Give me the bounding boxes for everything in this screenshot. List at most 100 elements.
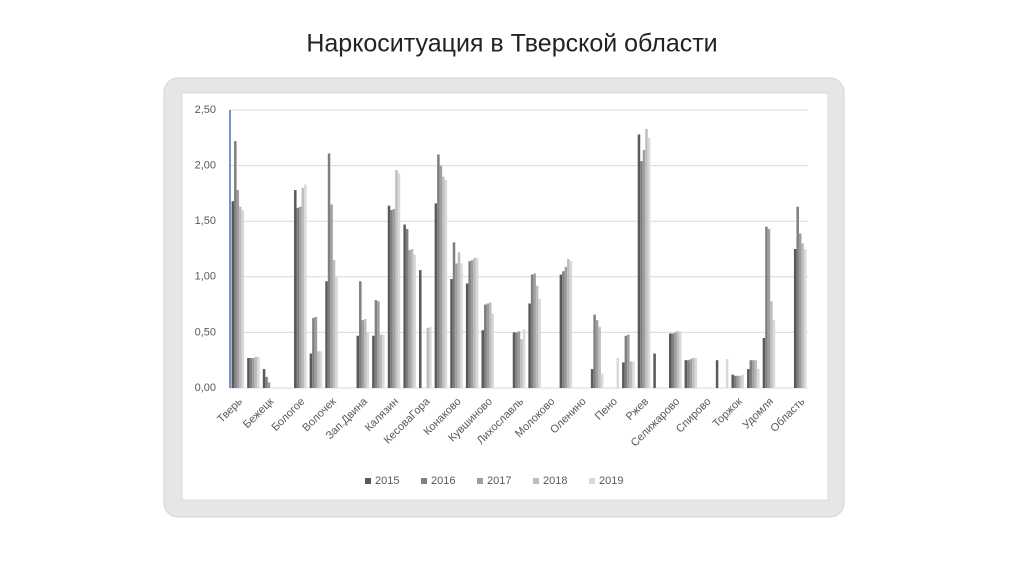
bar — [562, 271, 565, 388]
legend-swatch — [477, 478, 483, 484]
bar — [444, 180, 448, 388]
bar — [319, 351, 323, 388]
bar — [317, 351, 320, 388]
bar — [512, 332, 516, 388]
bar — [372, 335, 375, 388]
bar — [491, 313, 495, 388]
bar — [567, 259, 570, 388]
bar — [429, 326, 432, 388]
bar — [622, 362, 625, 388]
bar — [231, 201, 235, 388]
bar — [803, 249, 807, 388]
bar — [668, 333, 672, 388]
bar — [796, 206, 799, 388]
bar — [366, 332, 370, 388]
bar — [390, 210, 393, 388]
bar — [645, 128, 648, 389]
y-tick-label: 1,00 — [195, 271, 216, 283]
bar — [676, 331, 679, 388]
bar — [254, 356, 258, 388]
bar — [489, 302, 492, 388]
bar — [673, 332, 677, 388]
bar — [330, 204, 333, 388]
bar — [747, 369, 750, 388]
bar — [593, 314, 596, 388]
bar — [754, 360, 758, 388]
bar — [793, 249, 797, 388]
bar — [419, 270, 422, 388]
bar — [767, 228, 771, 388]
bar — [257, 356, 260, 388]
bar — [452, 242, 456, 388]
bar — [397, 173, 401, 388]
bar — [689, 359, 693, 388]
bar — [637, 134, 641, 388]
bar — [738, 375, 742, 388]
legend-swatch — [533, 478, 539, 484]
bar — [299, 206, 302, 388]
bar — [569, 261, 573, 388]
bar — [301, 187, 305, 388]
bar — [265, 376, 268, 388]
bar — [457, 252, 461, 388]
bar — [694, 357, 698, 388]
bar — [770, 301, 773, 388]
bar — [757, 369, 760, 388]
bar — [772, 320, 776, 388]
bar — [296, 207, 300, 388]
bar — [629, 361, 633, 388]
legend-label: 2018 — [543, 475, 567, 487]
bar — [520, 339, 523, 388]
bar — [359, 281, 362, 388]
bar — [426, 327, 430, 388]
y-tick-label: 0,00 — [195, 382, 216, 394]
bar — [325, 281, 328, 388]
bar — [653, 353, 656, 388]
bar — [692, 357, 695, 388]
bar — [314, 316, 318, 388]
bar — [470, 260, 474, 388]
bar — [267, 382, 271, 388]
bar — [309, 353, 313, 388]
bar — [528, 303, 531, 388]
y-tick-label: 2,00 — [195, 160, 216, 172]
bar — [327, 153, 331, 388]
bar — [434, 203, 438, 388]
bar — [475, 257, 479, 388]
bar — [377, 301, 380, 388]
bar — [595, 320, 599, 388]
bar — [473, 257, 476, 388]
bar — [736, 375, 739, 388]
bar — [559, 274, 563, 388]
bar — [684, 360, 688, 388]
bar — [405, 228, 409, 388]
bar — [765, 226, 768, 388]
bar — [234, 141, 237, 388]
bar — [468, 261, 471, 388]
bar — [600, 373, 604, 388]
legend-swatch — [365, 478, 371, 484]
y-tick-label: 2,50 — [195, 104, 216, 116]
bar — [247, 357, 250, 388]
bar — [642, 150, 646, 388]
bar — [465, 283, 469, 388]
bar — [798, 233, 802, 388]
bar — [442, 176, 445, 388]
bar — [413, 254, 416, 388]
bar — [236, 190, 240, 388]
bar — [408, 250, 411, 388]
bar — [437, 154, 440, 388]
bar — [294, 190, 297, 388]
bar — [252, 357, 255, 388]
bar — [535, 285, 539, 388]
bar — [627, 334, 630, 388]
bar — [741, 374, 744, 388]
bar — [249, 357, 253, 388]
legend-label: 2015 — [375, 475, 399, 487]
bar — [598, 326, 601, 388]
y-tick-label: 0,50 — [195, 326, 216, 338]
bar — [749, 360, 753, 388]
bar — [515, 332, 518, 388]
bar — [361, 320, 365, 388]
